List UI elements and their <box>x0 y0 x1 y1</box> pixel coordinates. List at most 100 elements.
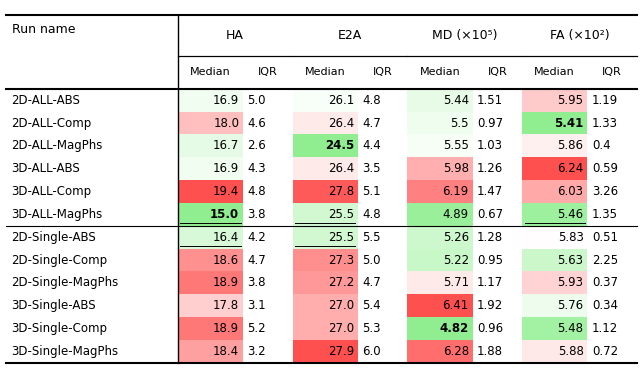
Text: 2D-Single-ABS: 2D-Single-ABS <box>12 231 96 244</box>
Text: 5.88: 5.88 <box>557 345 584 358</box>
Text: 5.1: 5.1 <box>362 185 381 198</box>
Bar <box>292 89 358 112</box>
Text: 4.8: 4.8 <box>362 94 381 107</box>
Text: 0.51: 0.51 <box>592 231 618 244</box>
Bar <box>178 249 243 271</box>
Bar <box>178 134 243 157</box>
Text: 6.28: 6.28 <box>443 345 468 358</box>
Text: 18.0: 18.0 <box>213 117 239 130</box>
Text: MD (×10⁵): MD (×10⁵) <box>432 29 497 42</box>
Bar <box>292 134 358 157</box>
Text: 5.22: 5.22 <box>443 254 468 267</box>
Text: 0.37: 0.37 <box>592 276 618 290</box>
Text: 2D-Single-MagPhs: 2D-Single-MagPhs <box>12 276 119 290</box>
Text: 5.86: 5.86 <box>557 139 584 152</box>
Text: 5.93: 5.93 <box>557 276 584 290</box>
Text: 3.5: 3.5 <box>362 162 381 175</box>
Bar <box>522 249 588 271</box>
Bar <box>522 294 588 317</box>
Text: 5.76: 5.76 <box>557 299 584 312</box>
Text: 1.51: 1.51 <box>477 94 503 107</box>
Bar <box>178 157 243 180</box>
Text: 2D-ALL-Comp: 2D-ALL-Comp <box>12 117 92 130</box>
Text: 1.88: 1.88 <box>477 345 503 358</box>
Text: HA: HA <box>226 29 244 42</box>
Bar <box>178 294 243 317</box>
Text: 5.5: 5.5 <box>451 117 468 130</box>
Text: 3D-Single-MagPhs: 3D-Single-MagPhs <box>12 345 118 358</box>
Text: 27.0: 27.0 <box>328 322 354 335</box>
Bar <box>292 226 358 249</box>
Text: Median: Median <box>190 68 231 77</box>
Text: 5.44: 5.44 <box>443 94 468 107</box>
Bar <box>522 340 588 363</box>
Text: 27.2: 27.2 <box>328 276 354 290</box>
Bar <box>407 134 472 157</box>
Text: 2.6: 2.6 <box>248 139 266 152</box>
Text: 26.1: 26.1 <box>328 94 354 107</box>
Text: 5.55: 5.55 <box>443 139 468 152</box>
Text: 4.7: 4.7 <box>362 117 381 130</box>
Text: 4.3: 4.3 <box>248 162 266 175</box>
Text: 3D-ALL-ABS: 3D-ALL-ABS <box>12 162 80 175</box>
Bar <box>522 203 588 226</box>
Bar <box>178 180 243 203</box>
Text: 24.5: 24.5 <box>324 139 354 152</box>
Bar <box>407 226 472 249</box>
Text: 6.24: 6.24 <box>557 162 584 175</box>
Text: IQR: IQR <box>602 68 622 77</box>
Text: 1.33: 1.33 <box>592 117 618 130</box>
Text: 27.0: 27.0 <box>328 299 354 312</box>
Bar <box>407 203 472 226</box>
Bar <box>407 112 472 134</box>
Text: 19.4: 19.4 <box>213 185 239 198</box>
Text: 0.4: 0.4 <box>592 139 611 152</box>
Text: 0.59: 0.59 <box>592 162 618 175</box>
Bar <box>178 317 243 340</box>
Text: 3D-ALL-Comp: 3D-ALL-Comp <box>12 185 92 198</box>
Bar <box>292 112 358 134</box>
Text: 0.67: 0.67 <box>477 208 503 221</box>
Text: 4.7: 4.7 <box>362 276 381 290</box>
Text: 5.4: 5.4 <box>362 299 381 312</box>
Text: 2.25: 2.25 <box>592 254 618 267</box>
Bar <box>522 157 588 180</box>
Text: IQR: IQR <box>258 68 278 77</box>
Text: 27.3: 27.3 <box>328 254 354 267</box>
Bar <box>407 180 472 203</box>
Bar <box>522 317 588 340</box>
Text: 1.92: 1.92 <box>477 299 503 312</box>
Text: Median: Median <box>420 68 460 77</box>
Text: 27.8: 27.8 <box>328 185 354 198</box>
Bar <box>407 317 472 340</box>
Text: 5.48: 5.48 <box>557 322 584 335</box>
Text: 0.97: 0.97 <box>477 117 503 130</box>
Text: 18.9: 18.9 <box>213 276 239 290</box>
Text: 1.19: 1.19 <box>592 94 618 107</box>
Bar <box>407 294 472 317</box>
Text: 4.7: 4.7 <box>248 254 266 267</box>
Text: E2A: E2A <box>338 29 362 42</box>
Text: 25.5: 25.5 <box>328 208 354 221</box>
Bar <box>292 271 358 294</box>
Bar <box>522 89 588 112</box>
Text: 4.82: 4.82 <box>440 322 468 335</box>
Text: 5.3: 5.3 <box>362 322 381 335</box>
Bar <box>522 271 588 294</box>
Text: 0.95: 0.95 <box>477 254 503 267</box>
Text: Median: Median <box>534 68 575 77</box>
Bar <box>522 226 588 249</box>
Text: 1.28: 1.28 <box>477 231 503 244</box>
Text: 1.17: 1.17 <box>477 276 503 290</box>
Text: 17.8: 17.8 <box>213 299 239 312</box>
Text: 25.5: 25.5 <box>328 231 354 244</box>
Text: 3.2: 3.2 <box>248 345 266 358</box>
Text: Run name: Run name <box>12 23 75 36</box>
Text: 16.7: 16.7 <box>213 139 239 152</box>
Text: 0.96: 0.96 <box>477 322 503 335</box>
Bar <box>178 226 243 249</box>
Text: 2D-ALL-ABS: 2D-ALL-ABS <box>12 94 81 107</box>
Text: 18.4: 18.4 <box>213 345 239 358</box>
Text: 4.8: 4.8 <box>248 185 266 198</box>
Text: 15.0: 15.0 <box>210 208 239 221</box>
